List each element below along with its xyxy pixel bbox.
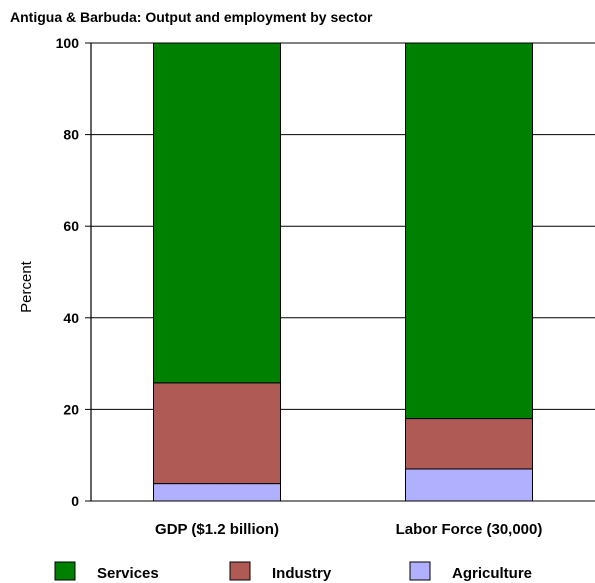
category-label: Labor Force (30,000) — [396, 521, 543, 538]
legend-swatch-industry — [229, 561, 251, 581]
y-tick-label: 40 — [63, 310, 79, 326]
y-tick-labels: 0 20 40 60 80 100 — [56, 35, 80, 509]
chart-title: Antigua & Barbuda: Output and employment… — [10, 9, 373, 25]
y-tick-label: 0 — [71, 493, 79, 509]
bar-agriculture-1 — [405, 468, 533, 502]
bar-agriculture-0 — [153, 483, 281, 502]
y-axis-label: Percent — [18, 260, 35, 313]
bar-industry-1 — [405, 418, 533, 470]
legend-swatch-services — [54, 561, 76, 581]
y-tick-label: 20 — [63, 401, 79, 417]
y-tick-label: 80 — [63, 127, 79, 143]
legend: Services Industry Agriculture — [54, 561, 532, 582]
bars — [153, 42, 533, 502]
category-labels: GDP ($1.2 billion) Labor Force (30,000) — [155, 521, 542, 538]
legend-label-agriculture: Agriculture — [452, 565, 532, 582]
y-tick-label: 60 — [63, 218, 79, 234]
bar-industry-0 — [153, 382, 281, 485]
bar-services-1 — [405, 42, 533, 420]
y-tick-label: 100 — [56, 35, 80, 51]
bar-services-0 — [153, 42, 281, 384]
legend-label-industry: Industry — [272, 565, 332, 582]
legend-label-services: Services — [97, 565, 159, 582]
category-label: GDP ($1.2 billion) — [155, 521, 279, 538]
legend-swatch-agriculture — [409, 561, 431, 581]
